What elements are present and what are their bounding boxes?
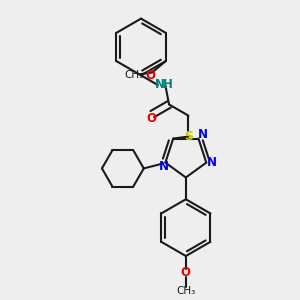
Text: H: H (163, 78, 172, 91)
Text: S: S (184, 130, 193, 143)
Text: O: O (181, 266, 191, 279)
Text: N: N (198, 128, 208, 142)
Text: O: O (147, 112, 157, 125)
Text: CH₃: CH₃ (176, 286, 196, 296)
Text: CH₃: CH₃ (125, 70, 144, 80)
Text: O: O (146, 69, 156, 82)
Text: N: N (207, 156, 217, 169)
Text: N: N (155, 78, 165, 91)
Text: N: N (159, 160, 169, 173)
